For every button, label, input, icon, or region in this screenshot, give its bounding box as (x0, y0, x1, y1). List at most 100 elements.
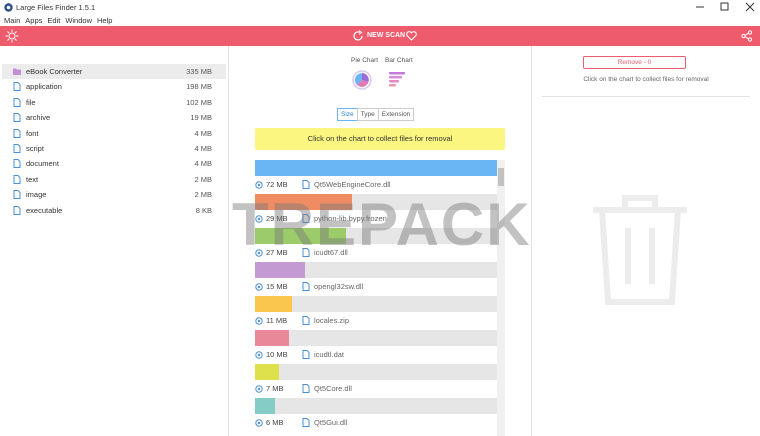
folder-size: 4 MB (194, 128, 212, 138)
toolbar: NEW SCAN (0, 26, 760, 46)
sort-tab[interactable]: Extension (377, 108, 415, 121)
folder-size: 4 MB (194, 159, 212, 169)
folder-size: 2 MB (194, 174, 212, 184)
file-size: 10 MB (266, 350, 288, 359)
sort-tab[interactable]: Type (356, 108, 379, 121)
divider (542, 96, 750, 97)
scrollbar[interactable] (497, 160, 505, 436)
file-icon (302, 282, 310, 291)
hint-text: Click on the chart to collect files for … (307, 134, 453, 143)
folder-row[interactable]: document 4 MB (2, 156, 226, 171)
remove-button[interactable]: Remove - 0 (583, 56, 686, 69)
new-scan-button[interactable]: NEW SCAN (367, 32, 406, 39)
file-name: icudtl.dat (314, 350, 345, 359)
folder-name: document (26, 159, 59, 169)
bar-track (255, 296, 497, 312)
folder-row[interactable]: application 198 MB (2, 79, 226, 94)
folder-size: 198 MB (186, 82, 212, 92)
file-bar[interactable] (255, 228, 346, 244)
file-name: Qt5WebEngineCore.dll (314, 180, 391, 189)
title-bar: Large Files Finder 1.5.1 (0, 0, 760, 14)
folder-size: 102 MB (186, 97, 212, 107)
pie-chart-label[interactable]: Pie Chart (351, 57, 379, 64)
folder-row[interactable]: archive 19 MB (2, 110, 226, 125)
file-bar[interactable] (255, 262, 306, 278)
folder-name: font (26, 128, 39, 138)
sort-tab[interactable]: Size (337, 108, 358, 121)
menu-item[interactable]: Edit (47, 16, 61, 25)
removal-hint: Click on the chart to collect files for … (583, 76, 709, 83)
bar-track (255, 398, 497, 414)
menu-item[interactable]: Window (65, 16, 92, 25)
folder-size: 19 MB (190, 113, 212, 123)
trash-icon (593, 195, 687, 305)
folder-name: eBook Converter (26, 67, 83, 76)
bar-chart-label[interactable]: Bar Chart (385, 57, 413, 64)
menu-item[interactable]: Main (4, 16, 21, 25)
share-icon[interactable] (741, 30, 753, 42)
file-size: 27 MB (266, 248, 288, 257)
folder-name: file (26, 97, 36, 107)
menu-item[interactable]: Help (97, 16, 113, 25)
folder-list: eBook Converter 335 MB application 198 MB fi… (0, 46, 229, 436)
folder-row[interactable]: image 2 MB (2, 187, 226, 202)
folder-row[interactable]: text 2 MB (2, 172, 226, 187)
file-bar[interactable] (255, 194, 353, 210)
file-name: Qt5Core.dll (314, 384, 352, 393)
folder-name: executable (26, 205, 63, 215)
refresh-icon[interactable] (352, 30, 364, 42)
folder-name: script (26, 144, 44, 153)
file-name: locales.zip (314, 316, 350, 325)
file-size: 7 MB (266, 384, 284, 393)
remove-button-label: Remove - 0 (617, 59, 652, 66)
file-size: 11 MB (266, 316, 288, 325)
file-icon (302, 316, 310, 325)
menu-item[interactable]: Apps (25, 16, 43, 25)
file-icon (302, 384, 310, 393)
folder-name: archive (26, 113, 51, 123)
folder-row[interactable]: executable 8 KB (2, 203, 226, 218)
window-controls[interactable] (690, 0, 760, 14)
folder-size: 8 KB (195, 205, 212, 215)
folder-row[interactable]: script 4 MB (2, 141, 226, 156)
file-icon (13, 82, 21, 92)
bar-track (255, 330, 497, 346)
file-bar[interactable] (255, 364, 279, 380)
folder-name: application (26, 82, 62, 92)
file-icon (302, 248, 310, 257)
file-bar[interactable] (255, 330, 289, 346)
file-size: 6 MB (266, 418, 284, 427)
file-size: 15 MB (266, 282, 288, 291)
pie-chart-icon[interactable] (352, 70, 372, 90)
folder-row[interactable]: font 4 MB (2, 126, 226, 141)
file-bar[interactable] (255, 398, 276, 414)
file-icon (13, 159, 21, 169)
file-icon (13, 190, 21, 200)
settings-icon[interactable] (5, 29, 19, 43)
file-bar[interactable] (255, 296, 292, 312)
target-icon[interactable] (255, 419, 263, 427)
bar-track (255, 262, 497, 278)
window-title: Large Files Finder 1.5.1 (16, 3, 96, 12)
file-size: 72 MB (266, 180, 288, 189)
favorite-icon[interactable] (406, 31, 417, 41)
folder-row[interactable]: eBook Converter 335 MB (2, 64, 226, 79)
file-icon (13, 144, 21, 153)
folder-row[interactable]: file 102 MB (2, 95, 226, 110)
target-icon[interactable] (255, 385, 263, 393)
file-bar[interactable] (255, 160, 497, 176)
file-icon (302, 350, 310, 359)
file-name: python-lib.bypy.frozen (314, 214, 387, 223)
target-icon[interactable] (255, 181, 263, 189)
target-icon[interactable] (255, 215, 263, 223)
removal-panel: Remove - 0 Click on the chart to collect… (532, 46, 760, 436)
folder-size: 4 MB (194, 144, 212, 153)
file-size: 29 MB (266, 214, 288, 223)
target-icon[interactable] (255, 283, 263, 291)
file-icon (302, 180, 310, 189)
target-icon[interactable] (255, 351, 263, 359)
target-icon[interactable] (255, 249, 263, 257)
folder-icon (13, 68, 21, 75)
target-icon[interactable] (255, 317, 263, 325)
bar-chart-icon[interactable] (389, 72, 407, 90)
